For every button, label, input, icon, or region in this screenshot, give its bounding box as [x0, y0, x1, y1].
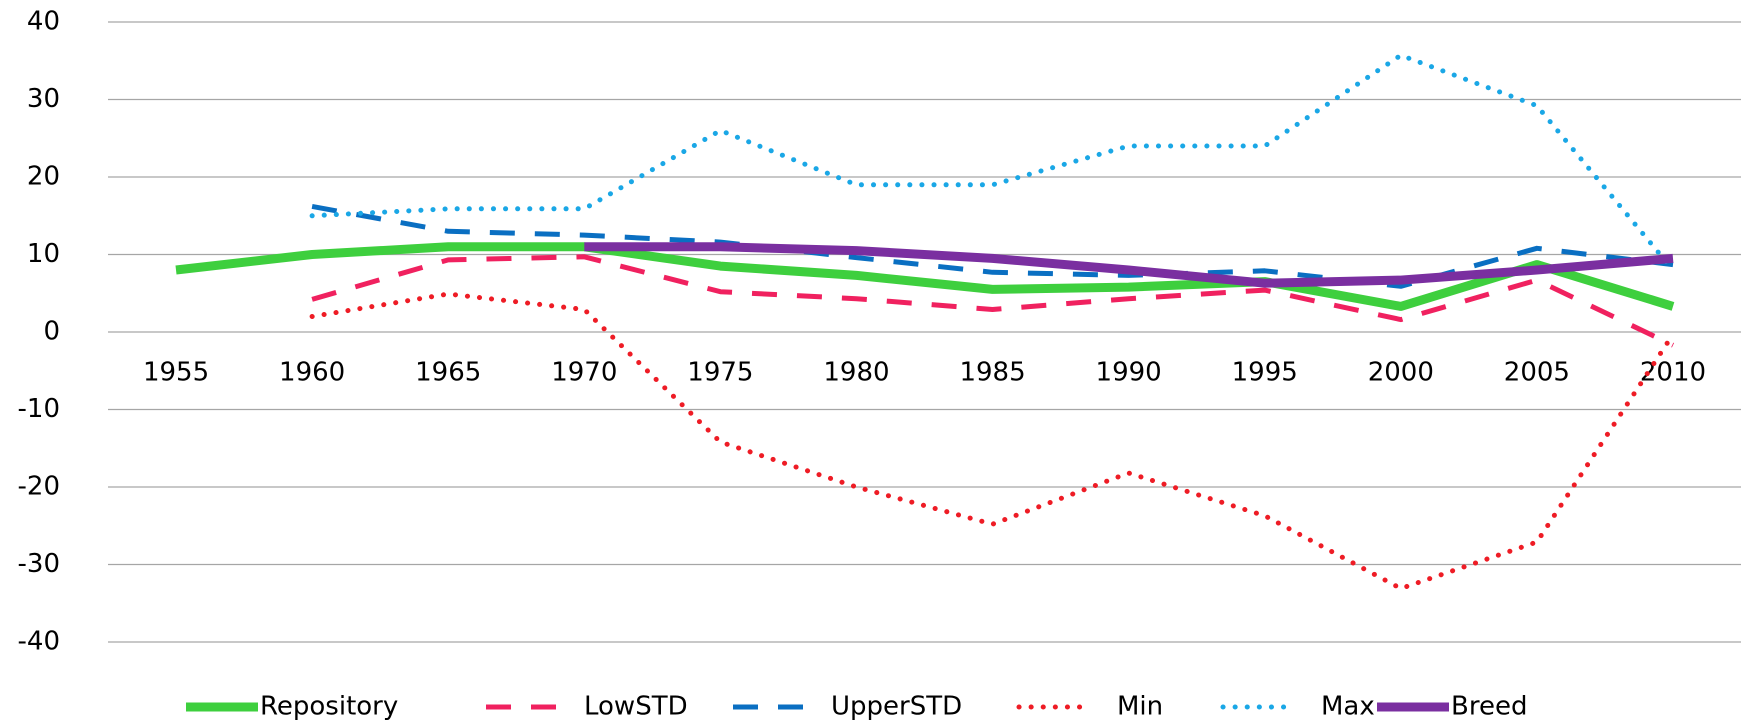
y-tick-label: 20 — [27, 162, 60, 192]
x-tick-label: 1995 — [1232, 358, 1298, 388]
x-tick-label: 1985 — [959, 358, 1025, 388]
x-tick-label: 1980 — [823, 358, 889, 388]
y-tick-label: -20 — [18, 472, 60, 502]
series-line — [311, 254, 1675, 348]
y-tick-label: 40 — [27, 7, 60, 37]
legend-label: LowSTD — [584, 692, 688, 722]
x-tick-label: 1990 — [1096, 358, 1162, 388]
x-tick-label: 2010 — [1640, 358, 1706, 388]
x-tick-label: 1960 — [279, 358, 345, 388]
y-tick-label: -10 — [18, 394, 60, 424]
legend-label: UpperSTD — [831, 692, 962, 722]
series-line — [309, 291, 1676, 591]
y-tick-label: 0 — [43, 317, 60, 347]
y-tick-label: 10 — [27, 239, 60, 269]
series-line — [584, 242, 1674, 288]
x-tick-label: 1970 — [551, 358, 617, 388]
x-tick-label: 1955 — [143, 358, 209, 388]
y-tick-label: 30 — [27, 84, 60, 114]
series-line — [175, 242, 1675, 311]
x-tick-label: 2000 — [1368, 358, 1434, 388]
x-tick-label: 1965 — [415, 358, 481, 388]
series-line — [309, 52, 1676, 273]
x-tick-label: 2005 — [1504, 358, 1570, 388]
y-tick-label: -30 — [18, 549, 60, 579]
legend-label: Repository — [260, 692, 398, 722]
legend-label: Breed — [1451, 692, 1527, 722]
y-tick-label: -40 — [18, 627, 60, 657]
legend-label: Max — [1321, 692, 1375, 722]
legend-label: Min — [1117, 692, 1163, 722]
x-tick-label: 1975 — [687, 358, 753, 388]
